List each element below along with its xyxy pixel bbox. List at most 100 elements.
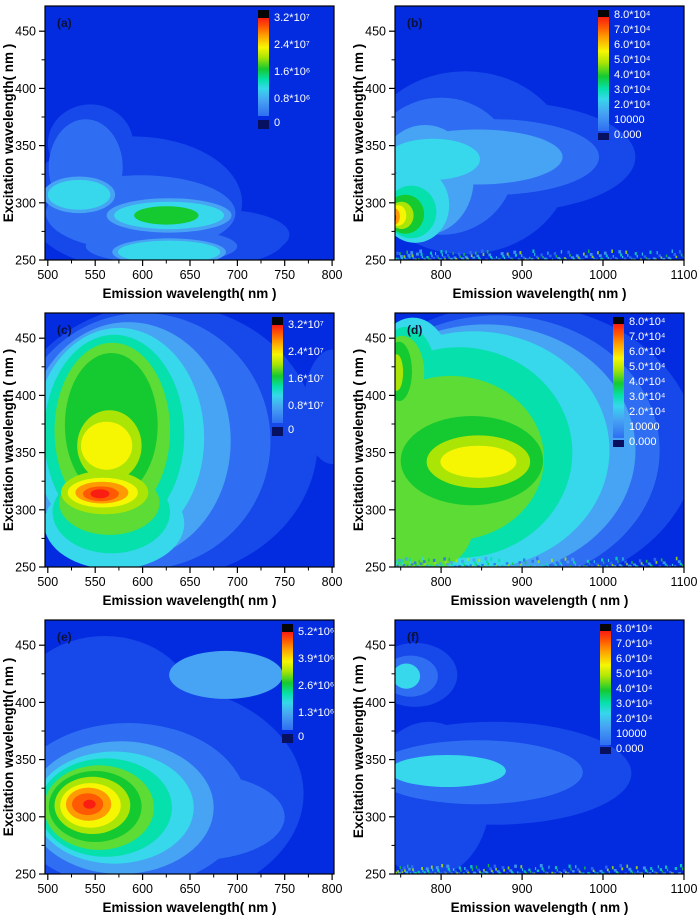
- colorbar-gradient: [613, 324, 624, 438]
- y-axis-title: Excitation wavelength ( nm ): [351, 349, 366, 531]
- x-axis-title: Emission wavelength( nm ): [102, 900, 276, 915]
- colorbar-label: 6.0*10⁴: [614, 39, 651, 51]
- colorbar-label: 3.0*10⁴: [614, 84, 651, 96]
- panel-letter: (d): [407, 323, 422, 337]
- y-tick-label: 400: [365, 389, 386, 403]
- colorbar-label: 2.0*10⁴: [616, 713, 653, 725]
- x-tick-label: 800: [322, 268, 343, 282]
- colorbar-label: 4.0*10⁴: [629, 376, 666, 388]
- colorbar-label: 3.9*10⁶: [298, 653, 334, 665]
- x-tick-label: 900: [512, 268, 533, 282]
- y-tick-label: 250: [15, 254, 36, 268]
- x-tick-label: 750: [274, 268, 295, 282]
- colorbar-label: 2.4*10⁷: [274, 39, 310, 51]
- x-tick-label: 650: [180, 268, 201, 282]
- panel-letter: (c): [57, 323, 72, 337]
- y-tick-label: 300: [15, 810, 36, 824]
- colorbar-label: 7.0*10⁴: [616, 638, 653, 650]
- panel-c: 500 550 600 650 700 750 800 250 300 350 400 450 Emis…: [0, 307, 350, 614]
- colorbar-gradient: [282, 632, 293, 730]
- y-tick-label: 450: [15, 639, 36, 653]
- y-tick-label: 400: [15, 82, 36, 96]
- colorbar: 8.0*10⁴ 7.0*10⁴ 6.0*10⁴ 5.0*10⁴ 4.0*10⁴ 3.0*1…: [613, 316, 666, 448]
- colorbar-bottom-cap: [258, 120, 269, 129]
- eem-contour-chart-f: 800 900 1000 1100 250 300 350 400 450 Emission wa…: [351, 619, 698, 915]
- colorbar-bottom-cap: [600, 747, 611, 754]
- x-tick-label: 500: [37, 575, 58, 589]
- colorbar-top-cap: [258, 10, 269, 18]
- y-axis-ticks: 250 300 350 400 450: [365, 25, 395, 268]
- x-axis-ticks: 500 550 600 650 700 750 800: [37, 567, 343, 589]
- y-tick-label: 450: [365, 332, 386, 346]
- panel-letter: (b): [407, 16, 422, 30]
- colorbar-label: 5.0*10⁴: [629, 361, 666, 373]
- y-axis-title: Excitation wavelength( nm ): [1, 658, 16, 837]
- y-tick-label: 350: [365, 139, 386, 153]
- y-axis-ticks: 250 300 350 400 450: [365, 332, 395, 575]
- x-axis-title: Emission wavelength ( nm ): [451, 593, 629, 608]
- plot-border: [394, 312, 685, 568]
- colorbar-label: 10000: [629, 421, 660, 433]
- colorbar-label: 0: [274, 117, 280, 129]
- colorbar-bottom-cap: [613, 440, 624, 447]
- y-tick-label: 450: [15, 332, 36, 346]
- colorbar-label: 8.0*10⁴: [614, 9, 651, 21]
- y-tick-label: 300: [365, 196, 386, 210]
- colorbar-label: 1.6*10⁶: [274, 66, 310, 78]
- y-tick-label: 400: [15, 389, 36, 403]
- colorbar-label: 6.0*10⁴: [629, 346, 666, 358]
- colorbar-top-cap: [598, 10, 609, 17]
- colorbar-label: 1.6*10⁷: [288, 373, 324, 385]
- x-tick-label: 800: [322, 575, 343, 589]
- x-tick-label: 800: [322, 882, 343, 896]
- colorbar-label: 4.0*10⁴: [616, 683, 653, 695]
- y-tick-label: 250: [15, 868, 36, 882]
- y-tick-label: 350: [15, 139, 36, 153]
- colorbar-label: 8.0*10⁴: [629, 316, 666, 328]
- colorbar-label: 8.0*10⁴: [616, 623, 653, 635]
- colorbar-label: 4.0*10⁴: [614, 69, 651, 81]
- y-axis-ticks: 250 300 350 400 450: [15, 639, 45, 882]
- y-tick-label: 350: [15, 446, 36, 460]
- y-axis-title: Excitation wavelength( nm ): [351, 44, 366, 223]
- colorbar-label: 6.0*10⁴: [616, 653, 653, 665]
- colorbar-label: 3.2*10⁷: [274, 12, 310, 24]
- x-tick-label: 1100: [671, 882, 698, 896]
- y-axis-ticks: 250 300 350 400 450: [15, 332, 45, 575]
- colorbar-top-cap: [600, 624, 611, 631]
- y-axis-ticks: 250 300 350 400 450: [365, 639, 395, 882]
- y-axis-ticks: 250 300 350 400 450: [15, 25, 45, 268]
- contour-layers: [45, 104, 290, 260]
- colorbar-label: 0.8*10⁷: [288, 400, 324, 412]
- y-tick-label: 250: [15, 561, 36, 575]
- colorbar-gradient: [598, 17, 609, 131]
- y-tick-label: 450: [365, 639, 386, 653]
- panel-a: 500 550 600 650 700 750 800 250 300 350 400 450 Emis…: [0, 0, 350, 307]
- colorbar-top-cap: [613, 317, 624, 324]
- x-axis-ticks: 500 550 600 650 700 750 800: [37, 260, 343, 282]
- x-tick-label: 1000: [589, 575, 617, 589]
- colorbar-label: 3.0*10⁴: [616, 698, 653, 710]
- colorbar-label: 0.000: [614, 129, 642, 141]
- colorbar: 8.0*10⁴ 7.0*10⁴ 6.0*10⁴ 5.0*10⁴ 4.0*10⁴ 3.0*1…: [598, 9, 651, 141]
- colorbar: 3.2*10⁷ 2.4*10⁷ 1.6*10⁷ 0.8*10⁷ 0: [272, 317, 324, 436]
- y-tick-label: 350: [365, 753, 386, 767]
- y-tick-label: 300: [365, 503, 386, 517]
- x-tick-label: 500: [37, 268, 58, 282]
- x-tick-label: 550: [85, 268, 106, 282]
- x-axis-ticks: 800 900 1000 1100: [400, 260, 698, 282]
- x-axis-title: Emission wavelength( nm ): [102, 593, 276, 608]
- contour-layers: [395, 71, 684, 260]
- colorbar-label: 5.2*10⁶: [298, 626, 334, 638]
- colorbar-label: 1.3*10⁶: [298, 707, 334, 719]
- x-axis-ticks: 500 550 600 650 700 750 800: [37, 874, 343, 896]
- colorbar-label: 7.0*10⁴: [629, 331, 666, 343]
- y-axis-title: Excitation wavelength( nm ): [1, 44, 16, 223]
- y-tick-label: 250: [365, 868, 386, 882]
- y-tick-label: 250: [365, 561, 386, 575]
- eem-contour-chart-a: 500 550 600 650 700 750 800 250 300 350 400 450 Emis…: [1, 5, 343, 301]
- x-tick-label: 1100: [671, 268, 698, 282]
- colorbar-label: 2.6*10⁶: [298, 680, 334, 692]
- x-tick-label: 550: [85, 882, 106, 896]
